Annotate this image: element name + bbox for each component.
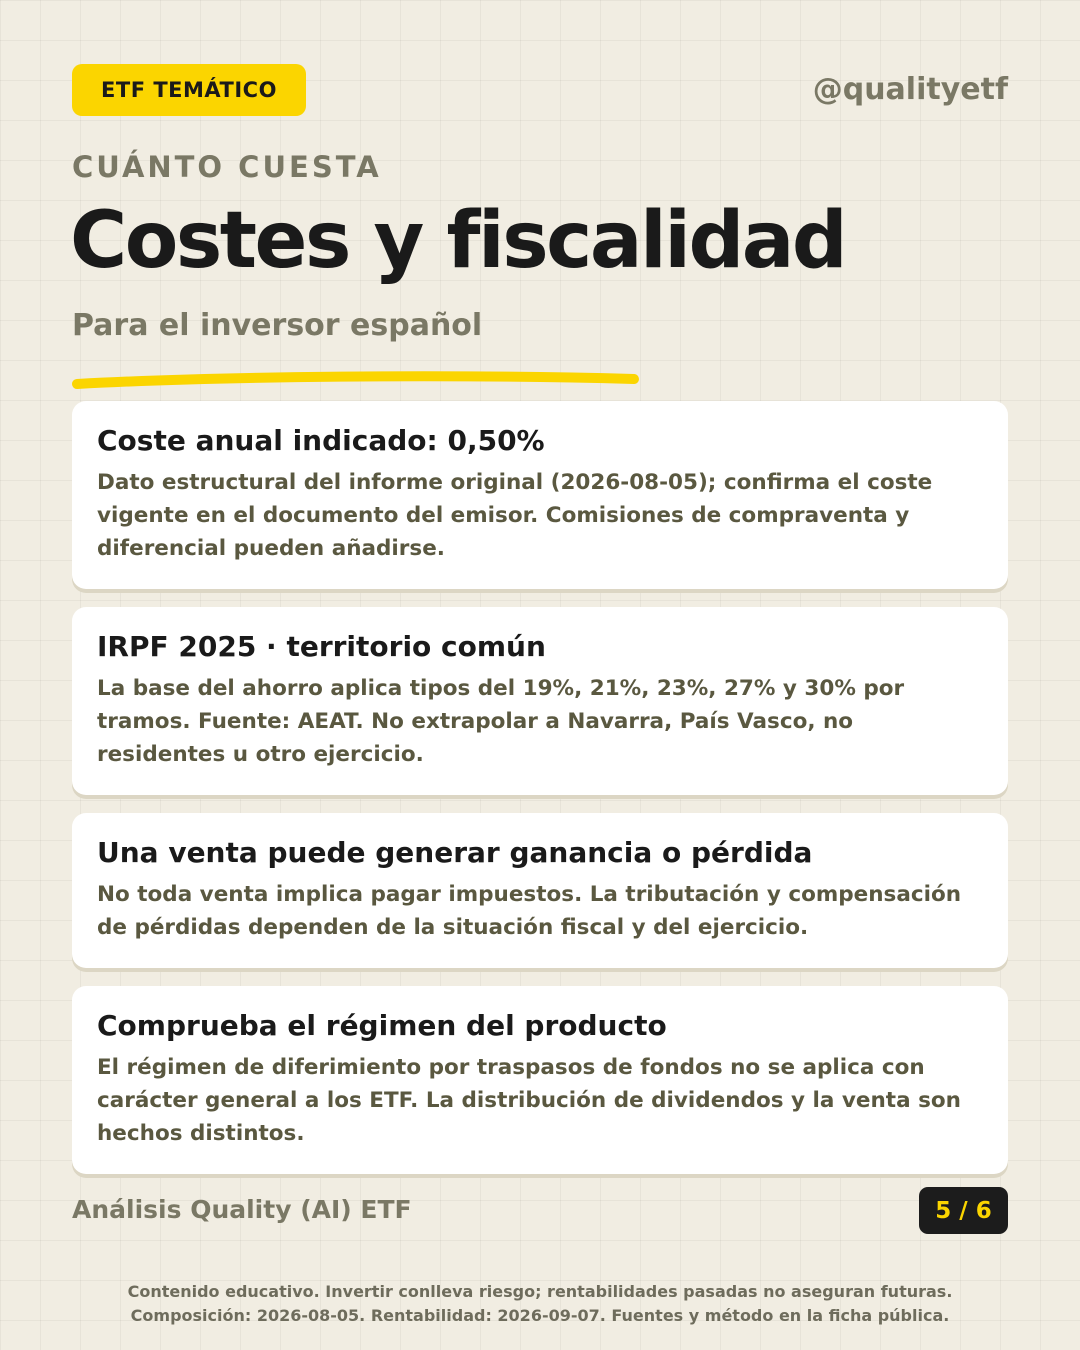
page-subtitle: Para el inversor español bbox=[72, 308, 483, 343]
disclaimer-line: Contenido educativo. Invertir conlleva r… bbox=[127, 1282, 953, 1301]
card-body: Dato estructural del informe original (2… bbox=[97, 470, 933, 561]
card-title: Una venta puede generar ganancia o pérdi… bbox=[97, 836, 813, 869]
page-title: Costes y fiscalidad bbox=[70, 196, 848, 286]
info-cards: Coste anual indicado: 0,50% Dato estruct… bbox=[72, 401, 1008, 1192]
info-card-irpf: IRPF 2025 · territorio común La base del… bbox=[72, 607, 1008, 795]
info-card-regime: Comprueba el régimen del producto El rég… bbox=[72, 986, 1008, 1174]
card-title: Coste anual indicado: 0,50% bbox=[97, 424, 545, 457]
category-badge: ETF TEMÁTICO bbox=[72, 64, 306, 116]
page-indicator: 5 / 6 bbox=[919, 1187, 1008, 1234]
highlight-underline bbox=[72, 371, 639, 389]
footer-brand: Análisis Quality (AI) ETF bbox=[72, 1195, 412, 1224]
card-body: No toda venta implica pagar impuestos. L… bbox=[97, 882, 962, 940]
info-card-annual-cost: Coste anual indicado: 0,50% Dato estruct… bbox=[72, 401, 1008, 589]
card-body: La base del ahorro aplica tipos del 19%,… bbox=[97, 676, 905, 767]
card-title: Comprueba el régimen del producto bbox=[97, 1009, 667, 1042]
card-title: IRPF 2025 · territorio común bbox=[97, 630, 546, 663]
section-kicker: CUÁNTO CUESTA bbox=[72, 150, 382, 184]
info-card-sale: Una venta puede generar ganancia o pérdi… bbox=[72, 813, 1008, 968]
card-body: El régimen de diferimiento por traspasos… bbox=[97, 1055, 961, 1146]
disclaimer: Contenido educativo. Invertir conlleva r… bbox=[0, 1280, 1080, 1328]
disclaimer-line: Composición: 2026-08-05. Rentabilidad: 2… bbox=[130, 1306, 950, 1325]
account-handle[interactable]: @qualityetf bbox=[812, 72, 1008, 107]
